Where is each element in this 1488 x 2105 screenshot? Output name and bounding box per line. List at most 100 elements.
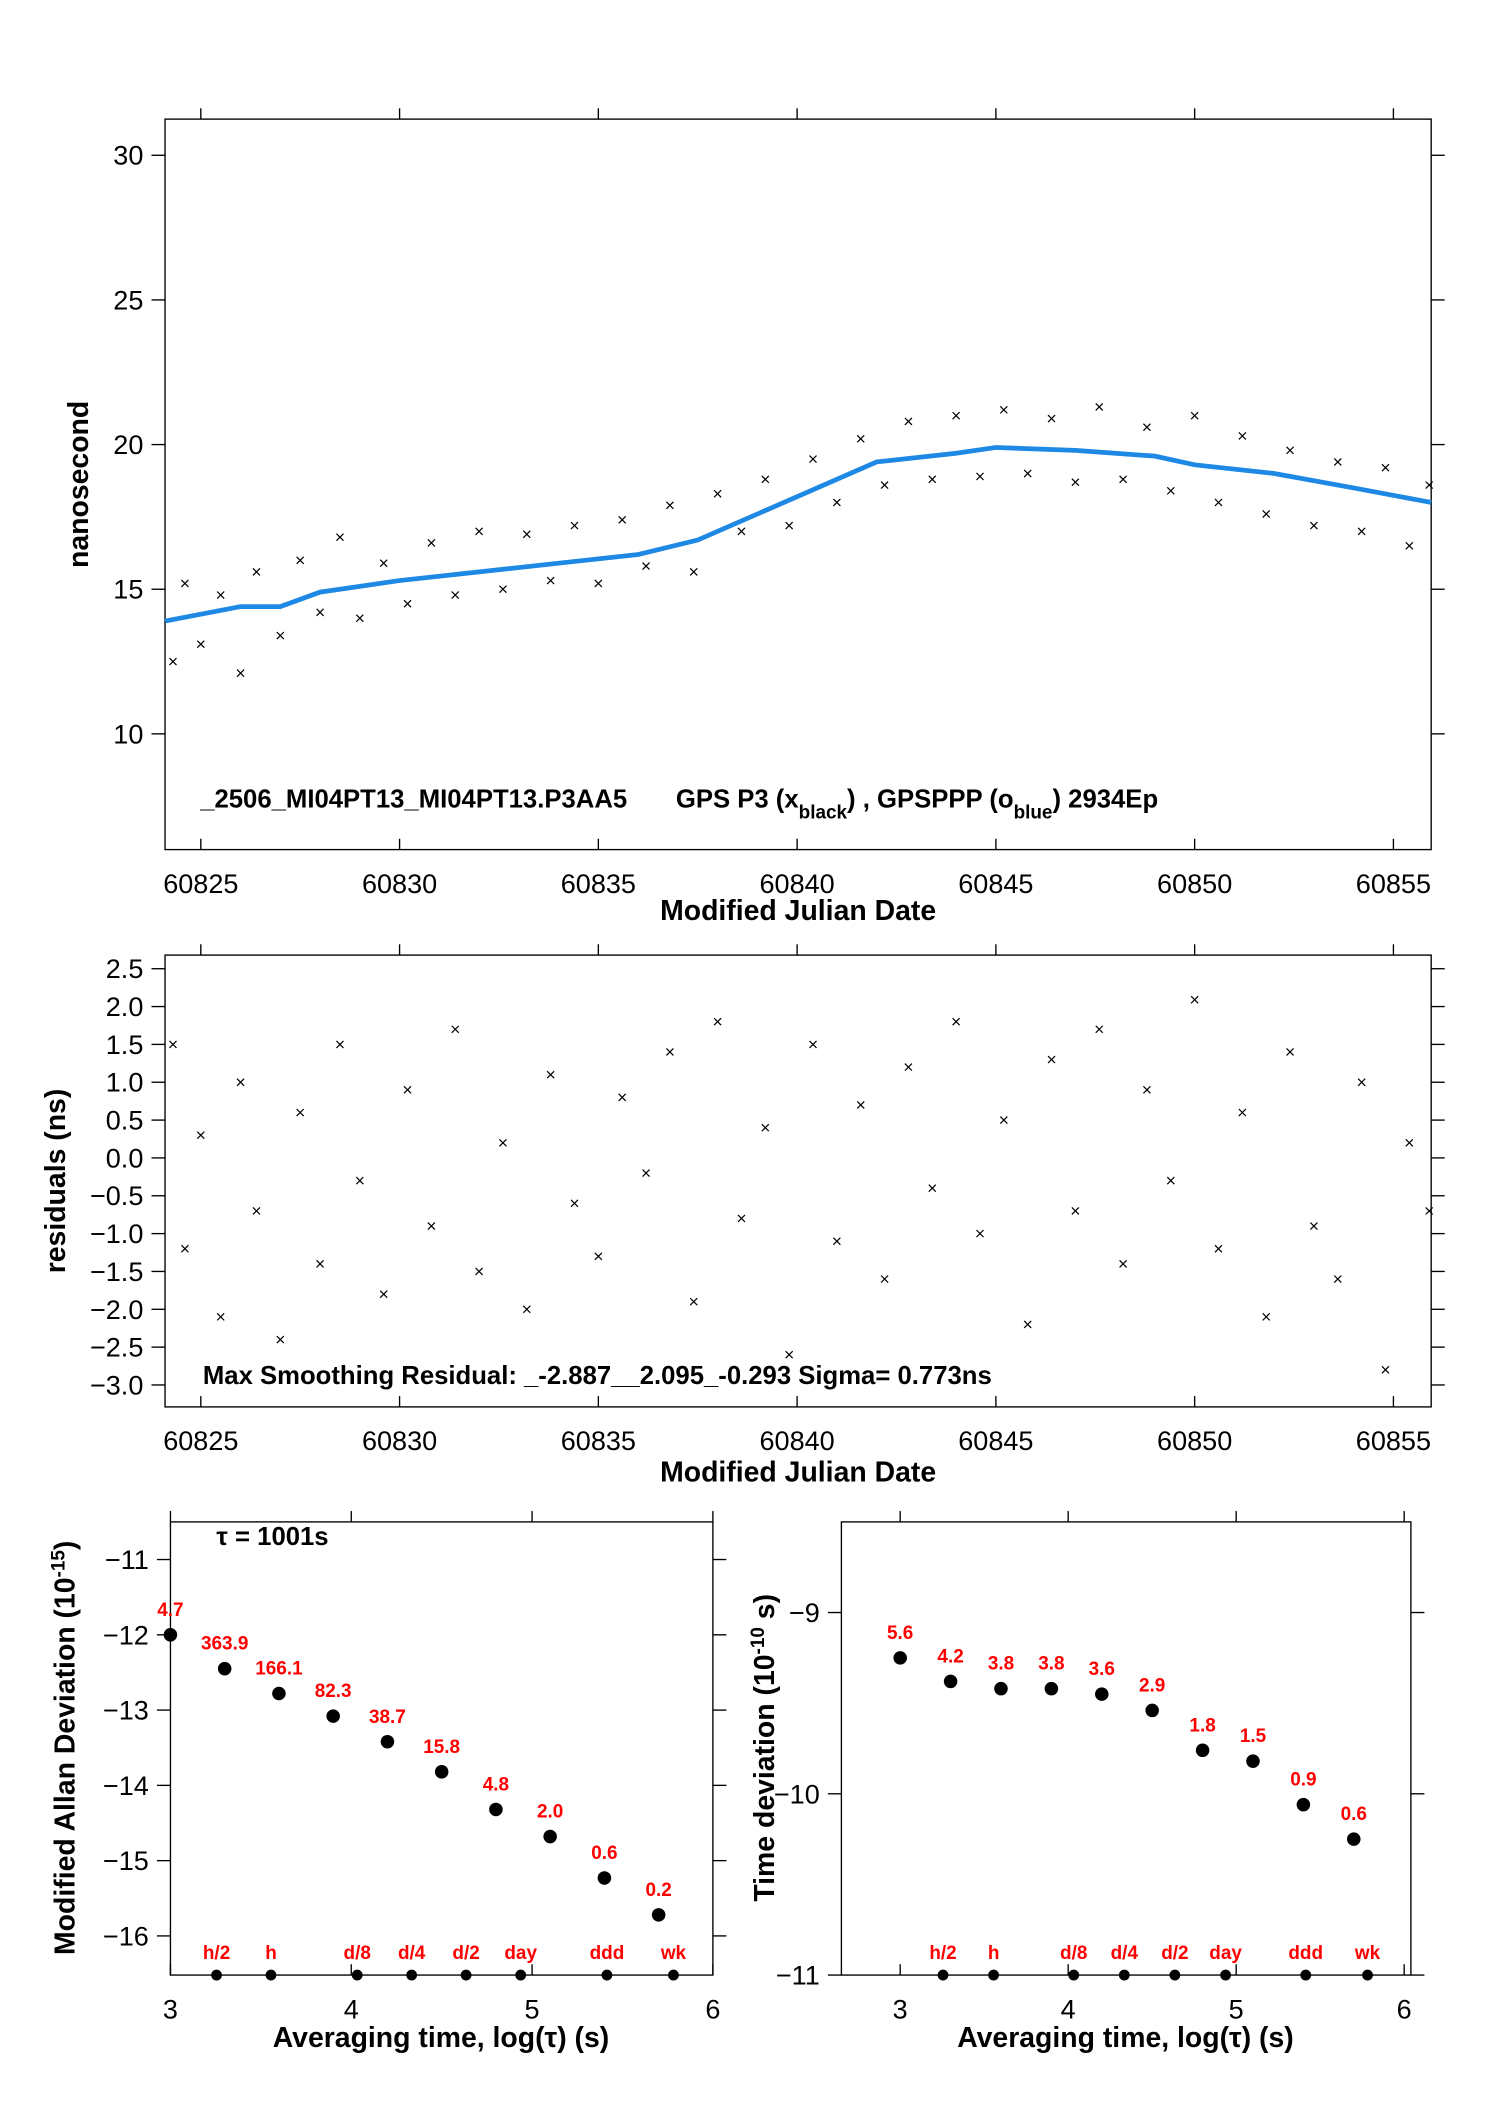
point-label: 0.6 [591, 1843, 617, 1864]
plot-frame [164, 954, 1432, 1408]
data-point [336, 533, 344, 542]
data-point [1095, 1687, 1109, 1701]
point-label: 1.8 [1189, 1715, 1215, 1736]
data-point [276, 631, 285, 640]
data-point [451, 591, 460, 599]
annotation-part: ) , GPSPPP (o [847, 786, 1014, 814]
span-label: d/4 [398, 1943, 426, 1964]
data-point [856, 434, 865, 443]
point-label: 5.6 [887, 1623, 913, 1644]
span-marker [1220, 1969, 1232, 1981]
x-tick-label: 60840 [760, 1426, 835, 1456]
span-label: day [1209, 1943, 1242, 1964]
data-point [928, 1184, 937, 1193]
data-point [1166, 1176, 1175, 1185]
y-tick-label: 20 [113, 430, 143, 460]
data-point [642, 1169, 650, 1178]
data-point [1262, 1312, 1271, 1321]
y-tick-label: 2.5 [106, 954, 144, 984]
span-marker [211, 1969, 222, 1981]
point-label: 38.7 [369, 1707, 406, 1728]
data-point [1095, 1025, 1104, 1034]
data-point [236, 1078, 245, 1087]
data-point [252, 567, 261, 576]
annotation: Max Smoothing Residual: _-2.887__2.095_-… [203, 1362, 992, 1390]
y-tick-label: 15 [113, 575, 143, 605]
x-tick-label: 60830 [362, 1426, 437, 1456]
span-label: h/2 [929, 1943, 956, 1964]
data-point [163, 1628, 178, 1642]
y-tick-label: 0.5 [106, 1106, 144, 1136]
span-label: d/2 [452, 1943, 479, 1964]
plot-frame [169, 1521, 714, 1976]
plot-frame [164, 118, 1432, 851]
data-point [276, 1335, 285, 1344]
data-point [665, 1048, 674, 1056]
point-label: 0.6 [1341, 1804, 1367, 1825]
y-axis-label: nanosecond [63, 401, 95, 568]
data-point [642, 562, 650, 571]
x-tick-label: 6 [705, 1994, 720, 2024]
data-point [1044, 1681, 1059, 1696]
y-tick-label: 10 [113, 719, 143, 749]
data-point [594, 579, 603, 588]
point-label: 0.2 [645, 1880, 671, 1901]
y-tick-label: −1.0 [90, 1219, 143, 1249]
data-point [904, 1063, 913, 1072]
data-point [1262, 510, 1271, 518]
data-point [196, 640, 205, 649]
point-label: 3.8 [1038, 1654, 1064, 1675]
span-marker [1118, 1969, 1130, 1981]
data-point [1286, 1048, 1295, 1056]
span-marker [1362, 1969, 1373, 1981]
data-point [880, 1275, 889, 1283]
data-point [236, 669, 245, 678]
x-tick-label: 6 [1397, 1994, 1412, 2024]
data-point [1071, 478, 1080, 487]
y-tick-label: −15 [103, 1846, 149, 1876]
data-point [713, 1017, 722, 1026]
x-tick-label: 60835 [561, 869, 636, 899]
data-point [475, 1267, 484, 1276]
point-label: 166.1 [255, 1659, 302, 1680]
data-point [832, 1237, 841, 1246]
data-point [1214, 1244, 1223, 1253]
x-tick-label: 5 [1229, 1994, 1244, 2024]
data-point [1143, 1085, 1151, 1094]
data-point [651, 1908, 666, 1922]
data-point [169, 657, 177, 666]
data-point [904, 417, 913, 426]
data-point [272, 1686, 286, 1701]
data-point [522, 1305, 531, 1314]
span-marker [937, 1969, 949, 1981]
data-point [379, 1290, 388, 1299]
y-tick-label: 1.0 [106, 1068, 144, 1098]
data-point [928, 475, 937, 484]
data-point [498, 1138, 507, 1147]
data-point [546, 1070, 555, 1079]
span-marker [515, 1969, 527, 1981]
span-label: d/8 [344, 1943, 371, 1964]
span-label: ddd [590, 1943, 625, 1964]
data-point [355, 1176, 364, 1185]
data-point [856, 1101, 865, 1109]
data-point [737, 527, 746, 536]
data-point [1166, 486, 1175, 495]
data-point [451, 1025, 460, 1034]
data-point [618, 515, 627, 524]
data-point [1357, 527, 1366, 536]
data-point [1095, 403, 1104, 411]
data-point [1246, 1754, 1260, 1768]
y-tick-label: −2.5 [90, 1333, 143, 1363]
y-tick-label: −1.5 [90, 1257, 143, 1287]
span-marker [1169, 1969, 1181, 1981]
x-tick-label: 60845 [958, 1426, 1033, 1456]
y-tick-label: −2.0 [90, 1295, 143, 1325]
data-point [1238, 1108, 1247, 1117]
point-label: 4.7 [157, 1600, 183, 1621]
data-point [737, 1214, 746, 1223]
x-tick-label: 4 [344, 1994, 359, 2024]
point-label: 3.8 [988, 1654, 1014, 1675]
data-point [434, 1765, 449, 1779]
data-point [1071, 1206, 1080, 1215]
